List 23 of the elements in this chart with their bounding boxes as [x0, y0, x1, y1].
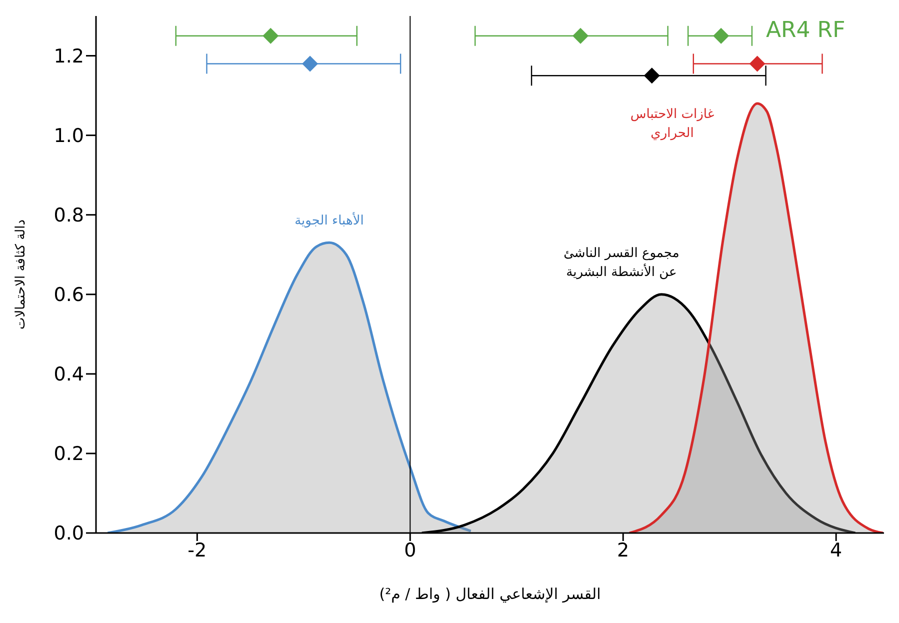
point	[749, 56, 766, 72]
x-tick-label: -2	[188, 539, 207, 562]
series-label: الأهباء الجوية	[294, 211, 364, 228]
y-tick-label: 1.2	[54, 46, 84, 68]
point	[572, 28, 589, 44]
text: غازات الاحتباس الحراري	[630, 106, 714, 140]
y-tick-label: 0.2	[54, 443, 84, 466]
y-tick-label: 0.0	[54, 522, 84, 545]
point	[713, 28, 730, 44]
y-tick-label: 1.0	[54, 125, 84, 148]
series-label: مجموع القسر الناشئ عن الأنشطة البشرية	[564, 245, 680, 280]
y-tick-label: 0.6	[54, 284, 84, 306]
series-label: AR4 RF	[766, 17, 846, 42]
point	[302, 56, 318, 72]
point	[644, 68, 660, 84]
y-axis-title: دالة كثافة الاحتمالات	[14, 219, 29, 330]
point	[262, 28, 279, 44]
x-axis-title: القسر الإشعاعي الفعال ( واط / م²)	[379, 585, 601, 603]
y-tick-label: 0.4	[54, 364, 84, 386]
y-tick-label: 0.8	[54, 204, 84, 227]
x-tick-label: 2	[617, 539, 630, 562]
x-tick-label: 4	[830, 539, 842, 562]
x-tick-label: 0	[404, 539, 416, 562]
